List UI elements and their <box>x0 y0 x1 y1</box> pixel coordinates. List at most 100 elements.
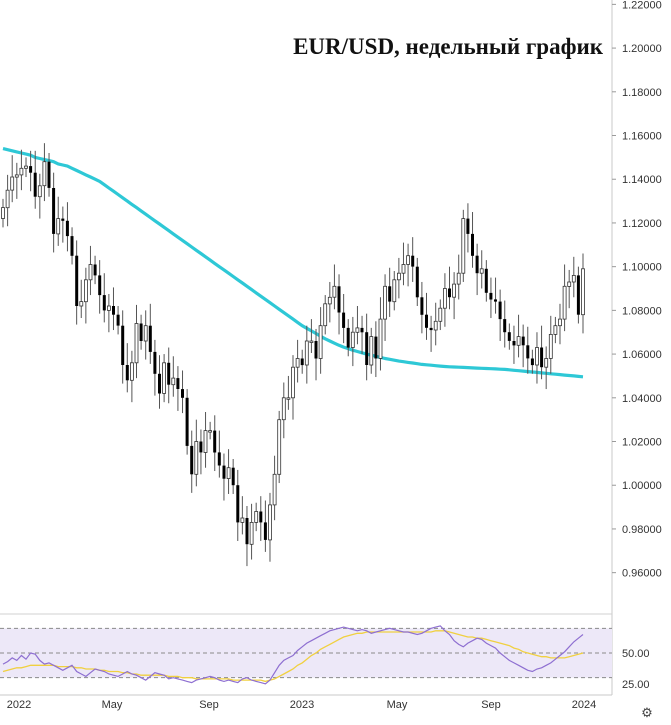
candle-body-down <box>153 351 157 374</box>
candle <box>374 321 378 378</box>
candle <box>84 267 88 324</box>
candle <box>461 209 466 282</box>
price-tick-label: 1.04000 <box>622 393 662 405</box>
candle-body-up <box>544 358 549 368</box>
candle-body-down <box>236 485 240 523</box>
candle <box>181 370 184 414</box>
price-tick-label: 1.06000 <box>622 349 662 361</box>
candle-body-up <box>5 189 10 209</box>
candle-body-down <box>300 358 304 366</box>
candle <box>521 324 525 368</box>
candle <box>277 410 282 484</box>
candle-body-up <box>254 511 259 523</box>
candle <box>153 339 157 396</box>
candle-body-up <box>516 336 521 346</box>
candle <box>291 355 295 420</box>
candle <box>176 366 180 411</box>
candle-body-down <box>93 264 97 276</box>
candle-body-down <box>346 327 350 348</box>
candle <box>222 453 226 501</box>
candle-body-up <box>350 331 355 348</box>
candle <box>466 203 470 253</box>
candle-body-up <box>562 285 567 320</box>
candle-body-up <box>143 325 148 342</box>
price-tick-label: 1.02000 <box>622 437 662 449</box>
candle-body-up <box>558 318 562 327</box>
candle <box>396 257 401 299</box>
candle <box>249 503 254 560</box>
candle <box>61 206 65 243</box>
settings-gear-icon[interactable]: ⚙ <box>641 705 653 720</box>
candle <box>360 315 364 355</box>
candle-body-up <box>129 362 134 381</box>
candle-body-down <box>415 266 419 298</box>
candle-body-down <box>429 327 433 331</box>
candle-body-up <box>14 174 19 178</box>
candle-body-up <box>433 320 438 331</box>
candle <box>125 343 129 393</box>
time-tick-label: May <box>102 699 123 711</box>
candle-body-down <box>259 511 263 523</box>
rsi-tick-label: 50.00 <box>622 648 650 660</box>
candle-body-up <box>286 397 291 400</box>
candle-body-down <box>475 255 479 274</box>
candle <box>162 354 167 403</box>
candle-body-up <box>479 268 484 274</box>
candle-body-up <box>396 272 401 281</box>
moving-average-layer <box>2 147 584 379</box>
candle-body-up <box>107 305 111 311</box>
candle <box>355 306 360 345</box>
candle-body-down <box>466 218 470 234</box>
candle <box>29 150 33 192</box>
candle <box>342 293 346 344</box>
candle-body-up <box>203 430 208 453</box>
candle <box>512 325 516 364</box>
candle-body-up <box>1 207 5 219</box>
candle <box>167 347 171 404</box>
candle-body-up <box>323 303 328 327</box>
candle <box>102 273 106 323</box>
candle-body-up <box>553 325 558 335</box>
candle-body-down <box>181 389 184 398</box>
candle <box>327 281 332 323</box>
candle-body-down <box>102 295 106 311</box>
candle-body-up <box>37 185 42 198</box>
candle-body-down <box>61 218 65 221</box>
candle <box>332 264 337 310</box>
candle-body-down <box>190 445 194 475</box>
candle-body-up <box>79 301 84 307</box>
price-tick-label: 1.12000 <box>622 218 662 230</box>
candle <box>10 155 15 203</box>
candle <box>540 325 544 380</box>
price-tick-label: 1.18000 <box>622 87 662 99</box>
candle <box>526 326 530 374</box>
candle-body-down <box>52 188 56 234</box>
candle <box>158 355 161 409</box>
candle <box>309 319 314 353</box>
rsi-tick-label: 25.00 <box>622 679 650 691</box>
candle <box>479 250 484 289</box>
candle-body-down <box>503 319 507 333</box>
price-tick-label: 1.16000 <box>622 131 662 143</box>
candle <box>558 303 562 345</box>
candle <box>107 293 111 333</box>
candle-body-up <box>438 307 443 322</box>
candle-body-down <box>98 275 102 296</box>
candle <box>442 273 447 327</box>
candle <box>203 412 208 468</box>
candle-body-down <box>337 286 341 313</box>
candle <box>121 310 125 384</box>
candle-body-up <box>452 283 457 298</box>
candle <box>226 449 231 494</box>
candle-body-up <box>19 167 24 176</box>
price-tick-label: 1.14000 <box>622 174 662 186</box>
price-tick-label: 1.08000 <box>622 305 662 317</box>
candle <box>236 469 240 541</box>
candle <box>254 502 259 532</box>
candle <box>503 300 507 348</box>
candle <box>378 297 383 371</box>
candle-body-down <box>448 288 451 298</box>
candle-body-up <box>272 473 277 506</box>
candle <box>406 243 411 287</box>
